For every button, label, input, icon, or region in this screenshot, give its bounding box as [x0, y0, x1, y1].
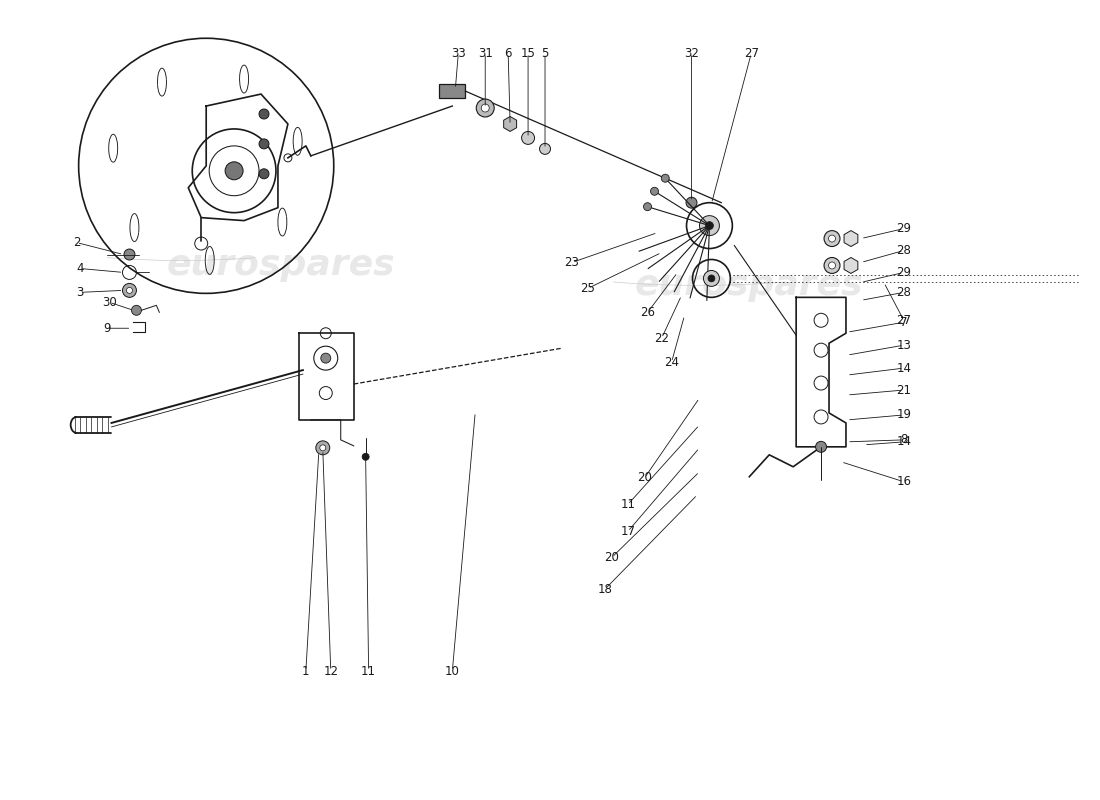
Circle shape [362, 454, 370, 460]
Text: 12: 12 [323, 665, 339, 678]
Text: 24: 24 [664, 356, 679, 369]
FancyBboxPatch shape [439, 84, 465, 98]
Text: eurospares: eurospares [166, 249, 395, 282]
Polygon shape [504, 117, 517, 131]
Text: 16: 16 [896, 475, 911, 488]
Circle shape [828, 262, 836, 269]
Text: 19: 19 [896, 409, 911, 422]
Text: 27: 27 [744, 46, 759, 60]
Text: 20: 20 [604, 551, 619, 564]
Text: 32: 32 [684, 46, 699, 60]
Circle shape [705, 222, 714, 230]
Text: 11: 11 [620, 498, 635, 511]
Text: 14: 14 [896, 435, 911, 448]
Circle shape [824, 258, 840, 274]
Text: 28: 28 [896, 244, 911, 257]
Circle shape [476, 99, 494, 117]
Circle shape [258, 169, 270, 178]
Text: 13: 13 [896, 338, 911, 352]
Circle shape [824, 230, 840, 246]
Text: 10: 10 [444, 665, 460, 678]
Text: 2: 2 [73, 236, 80, 249]
Circle shape [650, 187, 659, 195]
Text: 29: 29 [896, 222, 911, 235]
Text: 28: 28 [896, 286, 911, 299]
Text: 22: 22 [654, 332, 669, 345]
Text: 7: 7 [900, 316, 908, 329]
Text: 31: 31 [477, 46, 493, 60]
Circle shape [686, 198, 697, 208]
Circle shape [124, 249, 135, 260]
Circle shape [320, 445, 326, 451]
Circle shape [815, 442, 826, 452]
Circle shape [661, 174, 669, 182]
Text: 23: 23 [564, 256, 580, 269]
Circle shape [481, 104, 490, 112]
Text: eurospares: eurospares [635, 268, 864, 302]
Circle shape [700, 216, 719, 235]
Circle shape [708, 275, 715, 282]
Circle shape [704, 270, 719, 286]
Circle shape [321, 353, 331, 363]
Text: 33: 33 [451, 46, 465, 60]
Text: 27: 27 [896, 314, 911, 326]
Text: 30: 30 [102, 296, 117, 309]
Circle shape [226, 162, 243, 180]
Text: 17: 17 [620, 525, 635, 538]
Text: 5: 5 [541, 46, 549, 60]
Text: 29: 29 [896, 266, 911, 279]
Circle shape [828, 235, 836, 242]
Text: 14: 14 [896, 362, 911, 374]
Text: 25: 25 [581, 282, 595, 295]
Circle shape [258, 139, 270, 149]
Text: 21: 21 [896, 383, 911, 397]
Circle shape [126, 287, 132, 294]
Text: 1: 1 [302, 665, 309, 678]
Text: 26: 26 [640, 306, 656, 319]
Text: 3: 3 [76, 286, 84, 299]
Text: 9: 9 [102, 322, 110, 334]
Text: 18: 18 [597, 583, 613, 596]
Text: 15: 15 [520, 46, 536, 60]
Circle shape [132, 306, 142, 315]
Circle shape [521, 131, 535, 144]
Text: 8: 8 [900, 434, 908, 446]
Text: 20: 20 [637, 471, 652, 484]
Text: 4: 4 [76, 262, 84, 275]
Circle shape [122, 283, 136, 298]
Polygon shape [844, 230, 858, 246]
Circle shape [644, 202, 651, 210]
Text: 11: 11 [361, 665, 376, 678]
Circle shape [258, 109, 270, 119]
Circle shape [316, 441, 330, 455]
Polygon shape [844, 258, 858, 274]
Text: 6: 6 [505, 46, 512, 60]
Circle shape [539, 143, 550, 154]
